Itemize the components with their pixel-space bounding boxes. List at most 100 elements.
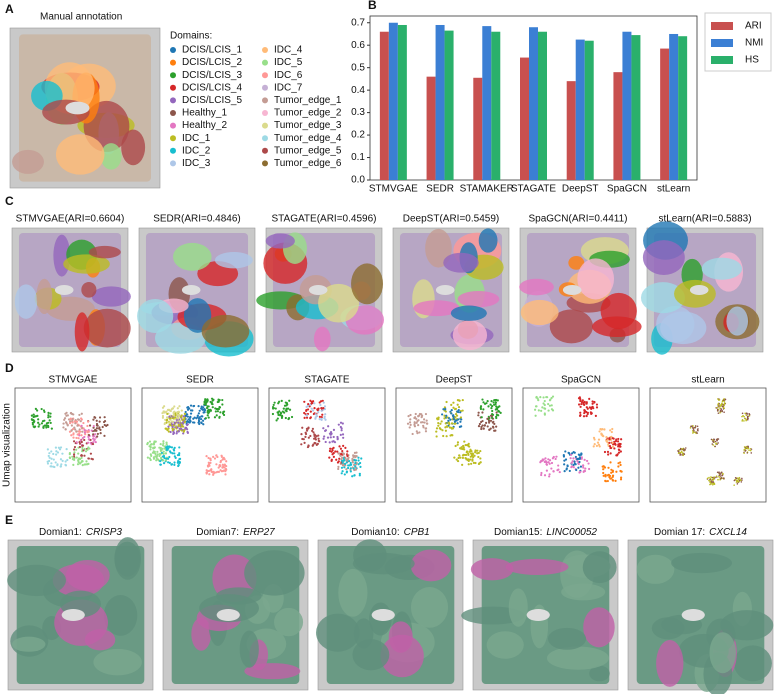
umap-point xyxy=(178,427,181,430)
umap-point xyxy=(210,402,213,405)
umap-point xyxy=(590,412,593,415)
tissue-region xyxy=(137,299,174,333)
tissue-region xyxy=(486,631,524,659)
umap-point xyxy=(586,411,589,414)
umap-point xyxy=(482,401,485,404)
panel-label: D xyxy=(5,361,14,375)
umap-point xyxy=(342,453,345,456)
tissue-region xyxy=(12,636,46,652)
umap-point xyxy=(314,413,317,416)
umap-point xyxy=(183,421,186,424)
umap-point xyxy=(171,407,175,410)
umap-point xyxy=(187,420,190,424)
tissue-hole xyxy=(526,609,550,621)
umap-point xyxy=(348,459,351,463)
umap-point xyxy=(50,457,53,460)
umap-point xyxy=(329,447,332,450)
umap-point xyxy=(168,461,171,465)
umap-point xyxy=(169,430,172,434)
umap-point xyxy=(580,402,583,406)
umap-point xyxy=(52,465,55,468)
umap-point xyxy=(422,426,425,429)
umap-point xyxy=(452,418,456,421)
legend-label: IDC_1 xyxy=(182,133,211,144)
umap-point xyxy=(578,471,581,474)
umap-point xyxy=(75,430,78,433)
umap-point xyxy=(342,459,345,463)
umap-point xyxy=(618,448,621,452)
umap-point xyxy=(155,459,158,462)
umap-point xyxy=(73,448,76,451)
umap-point xyxy=(146,456,149,459)
umap-point xyxy=(720,408,723,411)
umap-point xyxy=(750,448,753,450)
umap-point xyxy=(201,419,205,422)
umap-point xyxy=(341,456,344,459)
umap-point xyxy=(207,469,211,473)
umap-point xyxy=(457,456,460,460)
bar xyxy=(631,35,641,181)
umap-point xyxy=(548,399,552,402)
umap-point xyxy=(457,409,460,412)
umap-point xyxy=(593,401,596,404)
umap-point xyxy=(717,438,720,440)
tissue-region xyxy=(701,257,743,280)
umap-point xyxy=(723,404,725,407)
title-prefix: Domian7: xyxy=(196,527,239,538)
umap-point xyxy=(167,457,170,460)
umap-point xyxy=(305,416,309,419)
umap-point xyxy=(202,423,205,426)
umap-point xyxy=(286,403,289,406)
panel-title: STMVGAE xyxy=(49,375,98,386)
title-prefix: Domian 17: xyxy=(654,527,705,538)
umap-point xyxy=(619,445,622,448)
umap-point xyxy=(741,415,743,418)
umap-point xyxy=(693,426,696,429)
umap-point xyxy=(712,482,714,485)
umap-point xyxy=(568,452,571,455)
umap-point xyxy=(316,442,319,445)
umap-point xyxy=(209,461,212,464)
umap-point xyxy=(47,416,50,419)
umap-point xyxy=(161,416,165,419)
umap-point xyxy=(444,408,447,411)
tissue-region xyxy=(726,306,749,336)
umap-point xyxy=(317,434,320,437)
umap-point xyxy=(548,475,551,478)
umap-point xyxy=(458,454,461,457)
panel-title: Domian7: ERP27 xyxy=(196,527,275,538)
tissue-region xyxy=(74,312,90,352)
umap-point xyxy=(563,470,566,473)
title-prefix: Domian15: xyxy=(494,527,542,538)
umap-point xyxy=(469,452,473,455)
umap-point xyxy=(547,458,550,461)
umap-point xyxy=(303,400,306,403)
umap-point xyxy=(78,428,81,431)
bar xyxy=(388,22,398,180)
umap-point xyxy=(406,422,410,425)
umap-point xyxy=(197,420,201,423)
umap-point xyxy=(582,466,585,469)
umap-point xyxy=(744,417,746,420)
umap-point xyxy=(163,445,166,448)
umap-point xyxy=(357,459,360,462)
umap-point xyxy=(591,400,594,403)
umap-point xyxy=(547,409,550,412)
umap-point xyxy=(173,452,176,455)
umap-point xyxy=(76,463,80,466)
umap-point xyxy=(489,427,492,430)
umap-point xyxy=(345,461,348,464)
umap-point xyxy=(486,399,489,403)
umap-point xyxy=(84,433,87,436)
umap-point xyxy=(176,461,179,464)
umap-point xyxy=(310,400,313,404)
umap-point xyxy=(550,396,553,400)
umap-point xyxy=(64,412,67,415)
umap-point xyxy=(174,413,177,417)
umap-point xyxy=(483,424,486,427)
umap-point xyxy=(457,418,460,421)
umap-point xyxy=(425,422,429,425)
umap-point xyxy=(47,421,50,424)
umap-point xyxy=(93,439,96,442)
umap-point xyxy=(498,405,501,408)
